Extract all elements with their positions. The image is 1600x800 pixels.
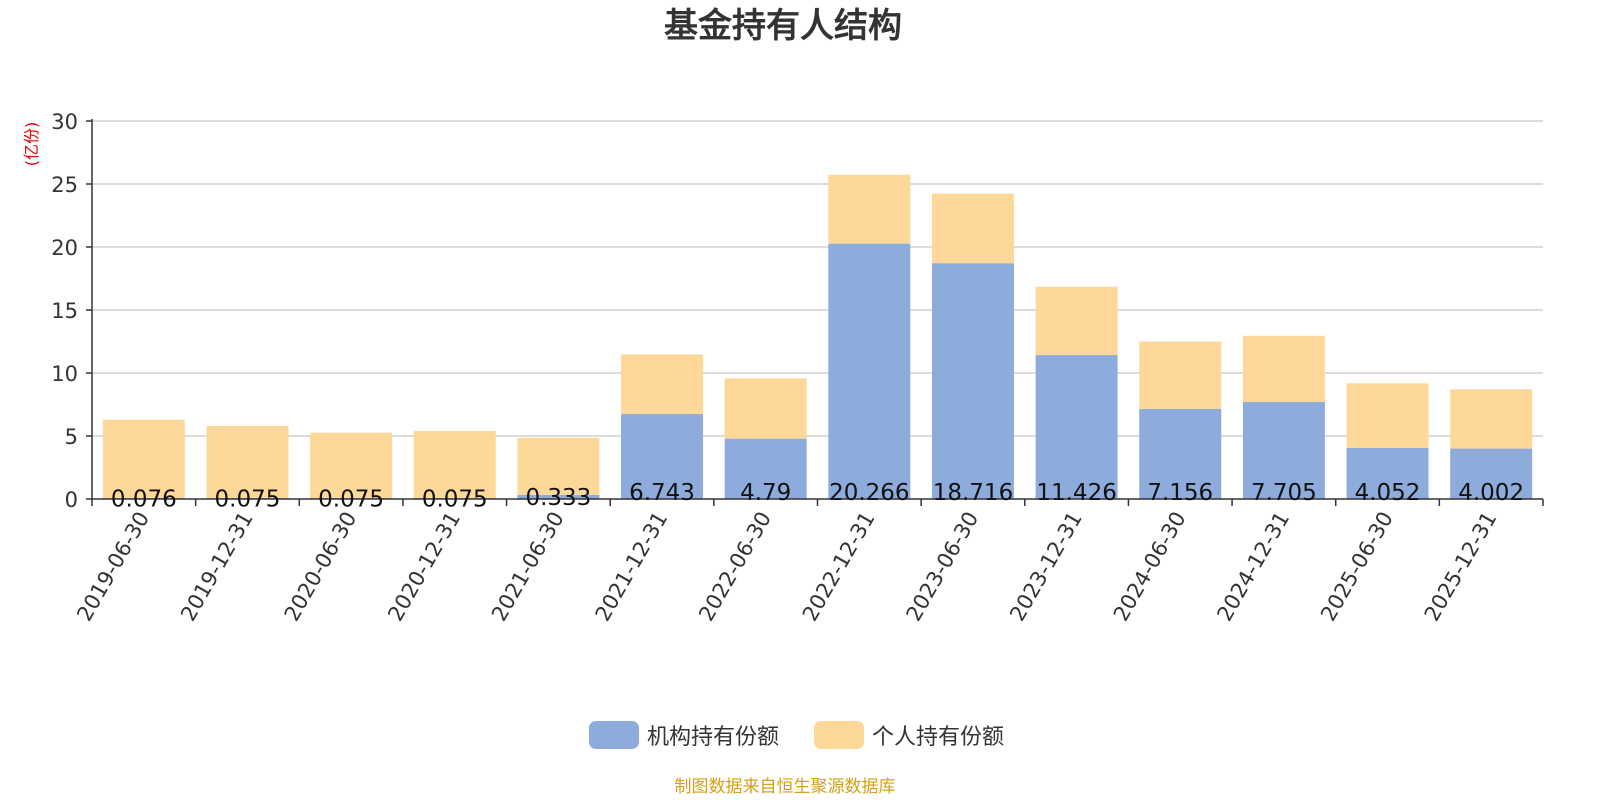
data-label-institutional: 6.743 [629,480,695,506]
data-label-institutional: 0.075 [318,487,384,513]
y-axis-unit-label: (亿份) [22,122,41,167]
x-tick-label: 2024-06-30 [1109,508,1191,626]
y-tick-label: 15 [51,299,78,323]
y-tick-label: 10 [51,362,78,386]
bar-institutional[interactable] [517,494,600,499]
data-label-institutional: 18.716 [933,480,1013,506]
bar-individual[interactable] [310,432,393,499]
x-tick-label: 2020-12-31 [383,508,465,626]
y-tick-label: 25 [51,173,78,197]
bar-institutional[interactable] [828,243,911,499]
y-tick-label: 5 [65,425,78,449]
data-label-institutional: 0.333 [525,485,591,511]
bar-institutional[interactable] [724,438,807,499]
bar-individual[interactable] [724,378,807,439]
y-tick-label: 20 [51,236,78,260]
data-label-institutional: 4.002 [1458,480,1524,506]
bar-institutional[interactable] [1450,448,1533,499]
bar-individual[interactable] [206,425,289,499]
bar-institutional[interactable] [1139,408,1222,499]
x-tick-label: 2019-06-30 [72,508,154,626]
x-tick-label: 2023-12-31 [1005,508,1087,626]
bar-individual[interactable] [1242,335,1325,402]
bar-institutional[interactable] [1242,401,1325,499]
bar-individual[interactable] [102,419,185,499]
bar-institutional[interactable] [931,263,1014,499]
data-label-institutional: 4.052 [1355,480,1421,506]
bar-individual[interactable] [1035,286,1118,356]
data-label-institutional: 0.075 [215,487,281,513]
x-tick-label: 2024-12-31 [1212,508,1294,626]
bar-individual[interactable] [621,354,704,415]
bar-institutional[interactable] [1346,447,1429,499]
data-label-institutional: 20.266 [829,480,909,506]
legend-swatch[interactable] [589,721,639,749]
bar-individual[interactable] [517,437,600,495]
x-tick-label: 2025-06-30 [1316,508,1398,626]
data-label-institutional: 7.705 [1251,480,1317,506]
data-label-institutional: 0.076 [111,487,177,513]
legend-label[interactable]: 机构持有份额 [647,725,779,750]
bar-individual[interactable] [413,430,496,499]
x-tick-label: 2020-06-30 [280,508,362,626]
source-note: 制图数据来自恒生聚源数据库 [675,777,896,797]
data-label-institutional: 4.79 [740,480,791,506]
grid-lines [92,120,1543,437]
x-tick-label: 2022-06-30 [694,508,776,626]
bar-individual[interactable] [828,174,911,244]
bar-institutional[interactable] [1035,355,1118,499]
x-tick-label: 2023-06-30 [901,508,983,626]
bar-individual[interactable] [931,193,1014,264]
data-labels: 0.076 0.075 0.075 0.075 0.333 6.743 4.79 20.266… [111,480,1524,513]
x-tick-label: 2021-06-30 [487,508,569,626]
data-label-institutional: 11.426 [1036,480,1116,506]
y-tick-label: 30 [51,110,78,134]
bar-institutional[interactable] [621,414,704,499]
y-tick-label: 0 [65,488,78,512]
data-label-institutional: 7.156 [1147,480,1213,506]
bar-individual[interactable] [1346,383,1429,448]
x-tick-label: 2021-12-31 [591,508,673,626]
legend[interactable]: 机构持有份额 个人持有份额 [589,721,1004,750]
legend-label[interactable]: 个人持有份额 [872,725,1004,750]
data-label-institutional: 0.075 [422,487,488,513]
bar-individual[interactable] [1450,389,1533,449]
chart-title: 基金持有人结构 [664,6,902,46]
x-tick-label: 2025-12-31 [1420,508,1502,626]
legend-swatch[interactable] [814,721,864,749]
x-tick-label: 2022-12-31 [798,508,880,626]
bar-individual[interactable] [1139,341,1222,409]
bars [102,174,1533,499]
x-tick-label: 2019-12-31 [176,508,258,626]
